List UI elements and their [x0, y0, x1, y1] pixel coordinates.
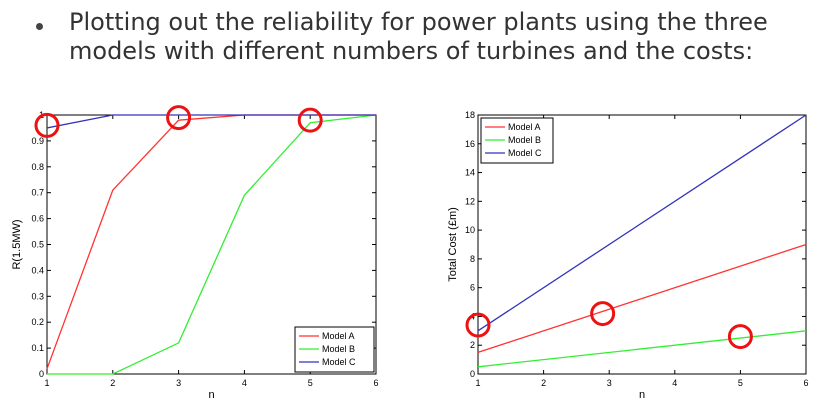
x-axis-label: n: [208, 389, 214, 401]
highlight-circle: [465, 312, 491, 338]
legend-label: Model B: [508, 135, 541, 145]
x-tick-label: 1: [475, 378, 480, 388]
x-tick-label: 5: [308, 378, 313, 388]
x-tick-label: 4: [672, 378, 677, 388]
y-tick-label: 0.7: [31, 188, 44, 198]
y-axis-label: Total Cost (£m): [447, 207, 459, 282]
y-tick-label: 14: [465, 168, 475, 178]
legend-label: Model C: [508, 148, 542, 158]
y-tick-label: 0.6: [31, 214, 44, 224]
x-tick-label: 6: [373, 378, 378, 388]
x-tick-label: 2: [110, 378, 115, 388]
highlight-circle: [34, 112, 60, 138]
y-tick-label: 2: [470, 340, 475, 350]
y-tick-label: 0.3: [31, 291, 44, 301]
series-line-model-a: [477, 243, 807, 354]
y-tick-label: 12: [465, 196, 475, 206]
y-tick-label: 0.4: [31, 265, 44, 275]
x-tick-label: 3: [607, 378, 612, 388]
y-tick-label: 10: [465, 225, 475, 235]
highlight-circle: [727, 324, 753, 350]
slide-bullet: Plotting out the reliability for power p…: [36, 8, 816, 66]
chart-legend: Model A Model B Model C: [480, 117, 554, 164]
x-tick-label: 1: [44, 378, 49, 388]
legend-label: Model A: [322, 331, 355, 341]
x-tick-label: 6: [803, 378, 808, 388]
y-tick-label: 6: [470, 283, 475, 293]
y-tick-label: 0.9: [31, 136, 44, 146]
y-tick-label: 0.1: [31, 343, 44, 353]
highlight-circle: [590, 301, 616, 327]
legend-label: Model B: [322, 344, 355, 354]
x-tick-label: 3: [176, 378, 181, 388]
legend-label: Model A: [508, 122, 541, 132]
y-tick-label: 18: [465, 110, 475, 120]
x-tick-label: 4: [242, 378, 247, 388]
bullet-dot-icon: [36, 23, 43, 30]
series-line-model-c: [477, 114, 807, 332]
x-tick-label: 2: [541, 378, 546, 388]
chart-legend: Model A Model B Model C: [294, 326, 375, 373]
y-tick-label: 0.5: [31, 240, 44, 250]
legend-label: Model C: [322, 357, 356, 367]
y-axis-label: R(1.5MW): [11, 219, 23, 269]
x-axis-label: n: [639, 389, 645, 401]
y-tick-label: 8: [470, 254, 475, 264]
x-tick-label: 5: [738, 378, 743, 388]
highlight-circle: [166, 105, 192, 131]
y-tick-label: 16: [465, 139, 475, 149]
slide-bullet-text: Plotting out the reliability for power p…: [69, 8, 768, 65]
chart-1: 1 2 3 4 5 600.10.20.30.40.50.60.70.80.91nR(1.…: [11, 105, 379, 401]
highlight-circle: [297, 107, 323, 133]
y-tick-label: 0.2: [31, 317, 44, 327]
y-tick-label: 0.8: [31, 162, 44, 172]
y-tick-label: 0: [470, 369, 475, 379]
y-tick-label: 0: [39, 369, 44, 379]
